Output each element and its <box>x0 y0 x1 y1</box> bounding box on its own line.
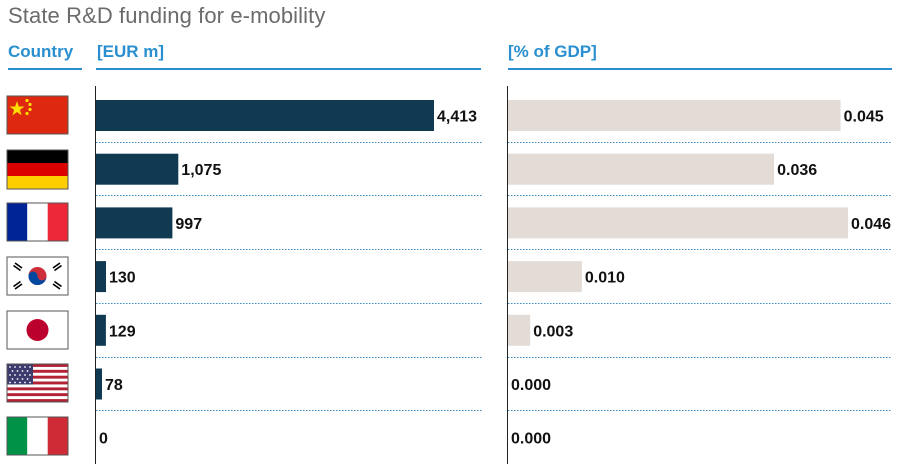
eur-value-label: 997 <box>175 216 202 233</box>
gdp-bar-china <box>508 100 841 131</box>
gdp-value-label: 0.036 <box>777 162 817 179</box>
eur-header-rule <box>96 68 481 70</box>
gdp-value-label: 0.000 <box>511 377 551 394</box>
gdp-value-label: 0.046 <box>851 216 891 233</box>
japan-flag <box>6 310 69 350</box>
eur-bar-usa <box>96 368 102 400</box>
eur-header: [EUR m] <box>97 42 165 61</box>
germany-flag <box>6 149 69 190</box>
gdp-bar-france <box>508 207 848 239</box>
eur-value-label: 4,413 <box>437 109 477 126</box>
italy-flag <box>6 416 69 456</box>
eur-value-label: 0 <box>99 431 108 448</box>
country-header: Country <box>8 42 74 61</box>
gdp-value-label: 0.003 <box>533 323 573 340</box>
gdp-bar-germany <box>508 153 775 185</box>
gdp-value-label: 0.045 <box>844 109 884 126</box>
eur-bar-japan <box>96 314 106 346</box>
eur-bar-china <box>96 100 434 131</box>
usa-flag <box>6 363 69 403</box>
chart-title: State R&D funding for e-mobility <box>8 3 326 28</box>
gdp-header: [% of GDP] <box>508 42 597 61</box>
eur-value-label: 129 <box>109 323 136 340</box>
eur-bar-france <box>96 207 173 239</box>
gdp-header-rule <box>508 68 892 70</box>
eur-bar-germany <box>96 153 179 185</box>
eur-value-label: 1,075 <box>181 162 221 179</box>
eur-value-label: 130 <box>109 270 136 287</box>
south-korea-flag <box>6 256 69 296</box>
country-header-rule <box>8 68 82 70</box>
gdp-bar-south-korea <box>508 261 582 293</box>
gdp-value-label: 0.010 <box>585 270 625 287</box>
china-flag <box>6 95 69 135</box>
gdp-bar-japan <box>508 314 531 346</box>
eur-value-label: 78 <box>105 377 123 394</box>
eur-bar-south-korea <box>96 261 106 293</box>
france-flag <box>6 202 69 242</box>
gdp-value-label: 0.000 <box>511 431 551 448</box>
